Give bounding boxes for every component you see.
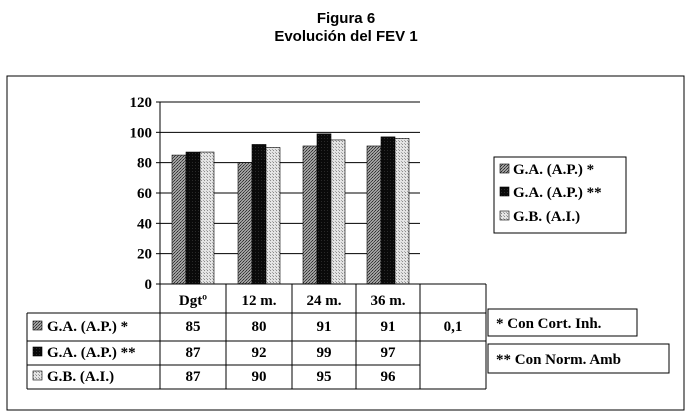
legend: G.A. (A.P.) * G.A. (A.P.) ** G.B. (A.I.) (493, 156, 627, 234)
bars (171, 133, 410, 285)
y-tick-label: 100 (130, 125, 153, 141)
y-tick-label: 60 (137, 186, 152, 202)
x-tick-label: 24 m. (307, 293, 342, 309)
legend-label: G.B. (A.I.) (513, 209, 580, 225)
bar-1-0 (185, 151, 201, 285)
figure-subtitle: Evolución del FEV 1 (274, 28, 418, 45)
x-tick-label: 12 m. (242, 293, 277, 309)
data-label: 95 (317, 369, 332, 385)
table-series-swatch (32, 346, 43, 357)
data-label: 91 (381, 319, 396, 335)
data-label: 80 (252, 319, 267, 335)
data-label: 87 (186, 369, 202, 385)
data-label: 99 (317, 345, 332, 361)
legend-swatch (499, 210, 510, 221)
data-label: 90 (252, 369, 267, 385)
data-label: 85 (186, 319, 201, 335)
x-tick-label: Dgtº (179, 293, 207, 309)
note-1: * Con Cort. Inh. (496, 316, 602, 332)
y-tick-label: 40 (137, 216, 152, 232)
y-tick-label: 20 (137, 247, 152, 263)
bar-1-3 (380, 136, 396, 285)
y-axis-ticks: 0 20 40 60 80 100 120 (130, 95, 160, 293)
note-box-1 (487, 308, 638, 337)
x-tick-label: 36 m. (371, 293, 406, 309)
table-series-label: G.A. (A.P.) ** (47, 345, 136, 361)
table-series-label: G.B. (A.I.) (47, 369, 114, 385)
bar-0-2 (302, 145, 318, 285)
table-series-label: G.A. (A.P.) * (47, 319, 128, 335)
bar-0-1 (237, 162, 253, 285)
bar-2-0 (199, 151, 215, 285)
y-tick-label: 0 (145, 277, 153, 293)
bar-2-2 (330, 139, 346, 285)
chart-frame (6, 75, 685, 411)
y-tick-label: 120 (130, 95, 153, 111)
y-tick-label: 80 (137, 156, 152, 172)
data-label: 92 (252, 345, 267, 361)
bar-2-3 (394, 138, 410, 285)
data-label: 87 (186, 345, 202, 361)
legend-label: G.A. (A.P.) ** (513, 185, 602, 201)
note-2: ** Con Norm. Amb (496, 352, 621, 368)
figure-title-block: Figura 6 Evolución del FEV 1 (0, 10, 692, 46)
legend-swatch (499, 163, 510, 174)
data-label: 97 (381, 345, 397, 361)
note-box-2 (487, 343, 670, 374)
bar-1-2 (316, 133, 332, 285)
bar-0-0 (171, 154, 187, 285)
figure-title: Figura 6 (316, 10, 376, 27)
notes: * Con Cort. Inh. ** Con Norm. Amb (487, 308, 670, 374)
extra-column-value: 0,1 (444, 319, 463, 335)
data-label: 96 (381, 369, 397, 385)
bar-2-1 (265, 147, 281, 285)
legend-swatch (499, 186, 510, 197)
legend-box (493, 156, 627, 234)
bar-0-3 (366, 145, 382, 285)
table-series-swatch (32, 370, 43, 381)
legend-label: G.A. (A.P.) * (513, 162, 594, 178)
table-series-swatch (32, 320, 43, 331)
data-table: Dgtº 12 m. 24 m. 36 m. G.A. (A.P.) * 85 80 91 91… (26, 283, 487, 390)
bar-1-1 (251, 144, 267, 285)
data-label: 91 (317, 319, 332, 335)
